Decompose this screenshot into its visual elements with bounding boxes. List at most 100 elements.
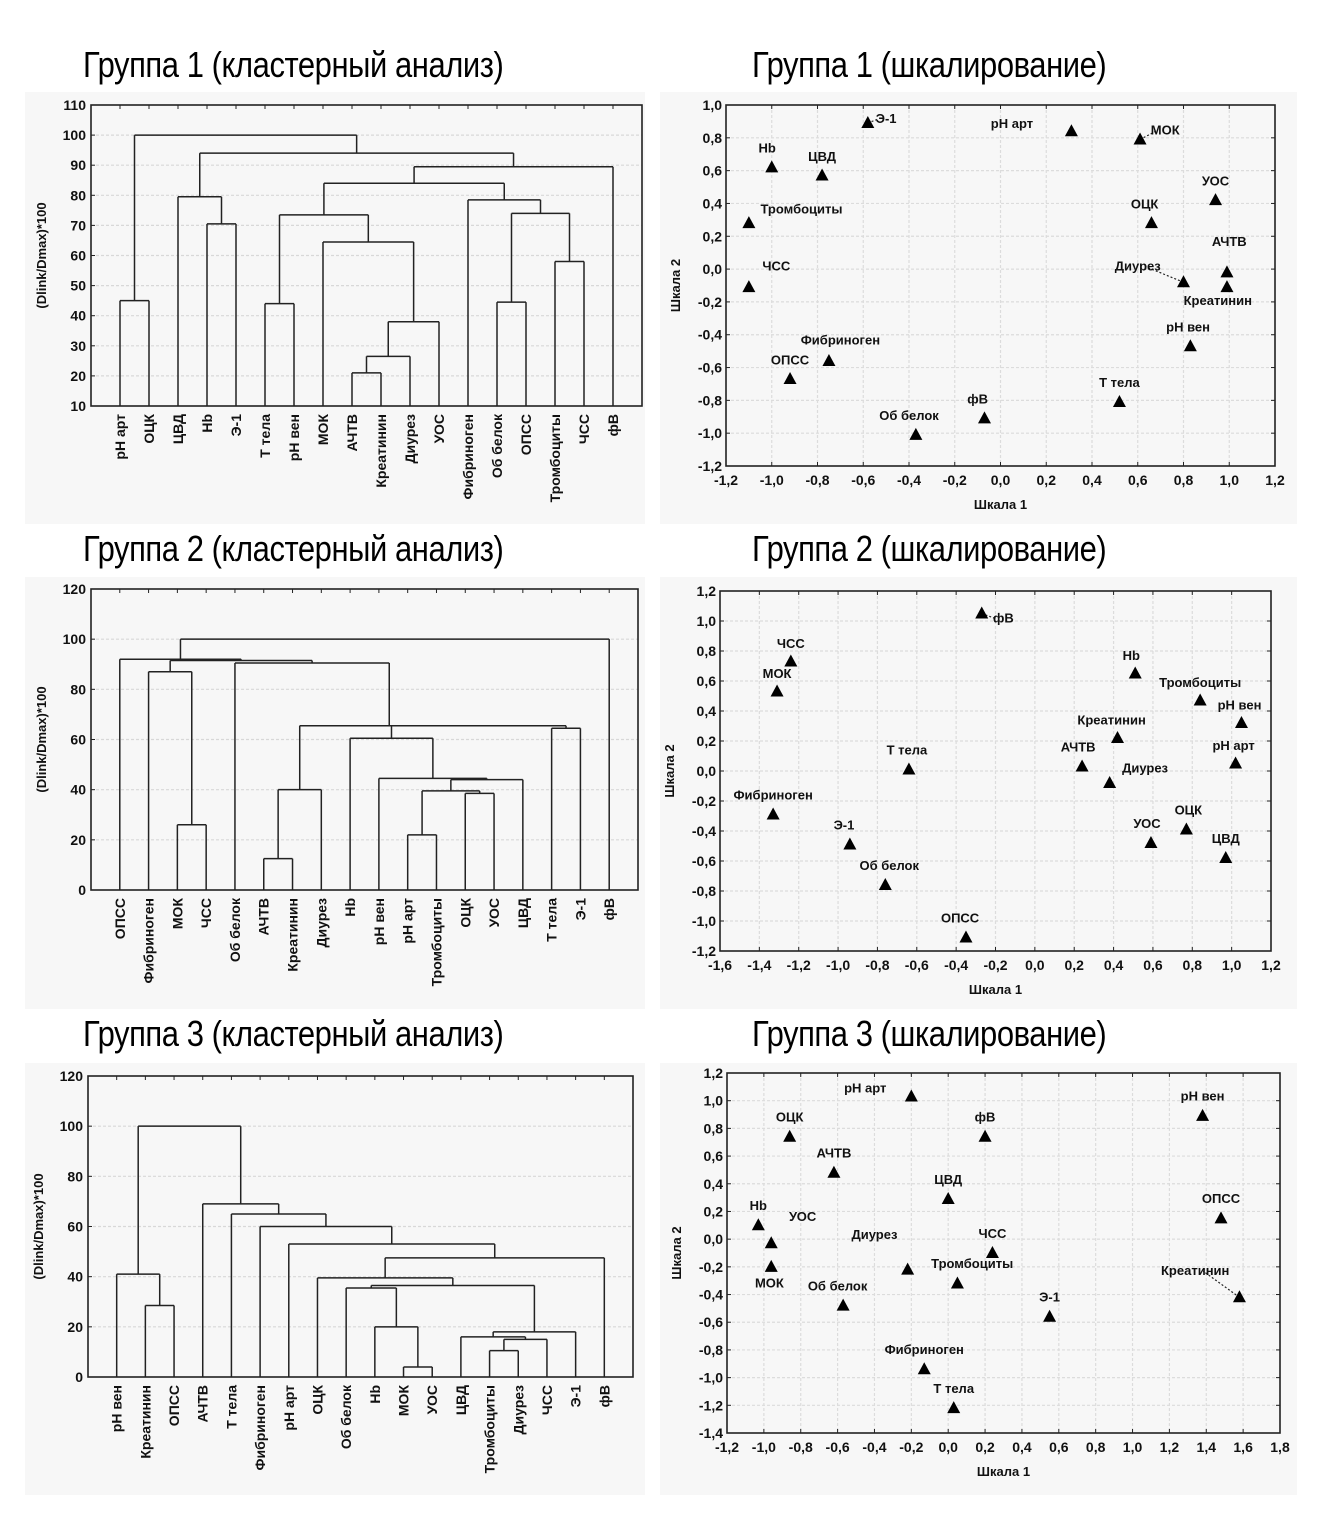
x-tick-label: 1,2 [1261,957,1281,973]
data-point-label: ОПСС [771,352,810,367]
data-point-marker [902,762,916,775]
y-axis-label: Шкала 2 [668,259,683,312]
data-point-label: ЧСС [762,259,791,274]
y-axis-label: (Dlink/Dmax)*100 [34,686,49,792]
x-tick-label: 1,2 [1265,472,1285,488]
data-point-label: УОС [1202,173,1230,188]
chart-title-g1-cluster: Группа 1 (кластерный анализ) [83,44,504,85]
leaf-label: МОК [396,1385,412,1417]
data-point-label: Т тела [1099,375,1140,390]
data-point-marker [1177,275,1190,288]
data-point-label: ЧСС [978,1226,1007,1241]
x-tick-label: -1,6 [708,957,732,973]
data-point-label: Диурез [1115,259,1161,274]
plot-frame [87,1075,634,1378]
plot-frame [726,1072,1281,1434]
y-tick-label: 50 [70,278,86,294]
data-point-label: Hb [750,1198,767,1213]
y-tick-label: 0,8 [704,1120,724,1136]
chart-title-g2-scaling: Группа 2 (шкалирование) [752,528,1107,569]
data-point-label: фВ [993,611,1014,626]
data-point-label: ОЦК [776,1109,804,1124]
data-point-label: ОПСС [1202,1191,1241,1206]
data-point-label: МОК [1151,123,1180,138]
data-point-label: Диурез [1122,761,1168,776]
leaf-label: ЦВД [170,414,186,444]
data-point-marker [917,1362,931,1375]
x-tick-label: -0,6 [851,472,875,488]
chart-title-g2-cluster: Группа 2 (кластерный анализ) [83,528,504,569]
leaf-label: Креатинин [373,414,389,488]
leaf-label: ОПСС [166,1385,182,1426]
data-point-label: Об белок [859,858,919,873]
y-tick-label: -1,2 [698,458,722,474]
data-point-label: Креатинин [1184,293,1252,308]
y-tick-label: -0,4 [692,823,716,839]
x-tick-label: 1,8 [1270,1439,1290,1455]
data-point-marker [1214,1211,1228,1224]
leaf-label: Диурез [510,1385,526,1435]
x-tick-label: 1,0 [1222,957,1242,973]
data-point-marker [742,216,756,229]
data-point-label: Фибриноген [885,1342,964,1357]
data-point-label: pH вен [1218,698,1262,713]
data-point-label: pH вен [1166,319,1210,334]
data-point-label: Э-1 [834,818,855,833]
leaf-label: УОС [431,414,447,443]
data-point-marker [1232,1290,1246,1303]
y-tick-label: 0,6 [697,673,717,689]
leaf-label: Диурез [402,414,418,464]
y-tick-label: 0 [75,1369,83,1385]
panel-g2-cluster [25,577,645,1009]
data-point-marker [1229,756,1243,769]
data-point-label: АЧТВ [816,1145,851,1160]
data-point-marker [751,1218,765,1231]
data-point-marker [1196,1108,1210,1121]
data-point-marker [978,1129,992,1142]
panel-g1-scaling [660,92,1297,524]
x-tick-label: -1,2 [787,957,811,973]
data-point-label: Диурез [851,1227,897,1242]
leaf-label: Э-1 [228,414,244,437]
data-point-label: Тромбоциты [931,1256,1013,1271]
data-point-marker [1220,280,1234,293]
x-tick-label: 0,0 [991,472,1011,488]
data-point-label: Э-1 [876,111,897,126]
data-point-marker [950,1276,964,1289]
data-point-marker [1179,822,1193,835]
y-axis-label: (Dlink/Dmax)*100 [34,202,49,308]
x-tick-label: -1,2 [714,472,738,488]
data-point-marker [784,654,798,667]
x-tick-label: 0,0 [1025,957,1045,973]
x-tick-label: -0,2 [899,1439,923,1455]
leaf-label: ЦВД [453,1385,469,1415]
y-tick-label: 60 [70,732,86,748]
x-tick-label: -0,4 [862,1439,886,1455]
leaf-label: pH арт [281,1385,297,1431]
y-tick-label: 20 [70,368,86,384]
leaf-label: УОС [486,898,502,927]
plot-frame [725,104,1276,467]
data-point-label: pH вен [1181,1089,1225,1104]
leaf-label: УОС [424,1385,440,1414]
leaf-label: Hb [199,414,215,433]
x-tick-label: 0,8 [1183,957,1203,973]
data-point-marker [764,1236,778,1249]
y-tick-label: -0,6 [698,360,722,376]
data-point-label: Тромбоциты [1159,675,1241,690]
data-point-label: Э-1 [1039,1289,1060,1304]
y-tick-label: -0,2 [692,793,716,809]
leaf-label: ОЦК [309,1385,325,1415]
y-tick-label: -1,0 [698,425,722,441]
y-axis-label: (Dlink/Dmax)*100 [31,1173,46,1279]
y-tick-label: -0,6 [692,853,716,869]
data-point-label: Тромбоциты [760,201,842,216]
x-tick-label: 1,2 [1160,1439,1180,1455]
leaf-label: Фибриноген [460,414,476,499]
y-tick-label: 10 [70,398,86,414]
x-tick-label: 0,2 [1064,957,1084,973]
y-tick-label: 120 [60,1068,84,1084]
x-tick-label: 0,2 [1037,472,1057,488]
leaf-label: Тромбоциты [547,414,563,502]
y-tick-label: 20 [70,832,86,848]
